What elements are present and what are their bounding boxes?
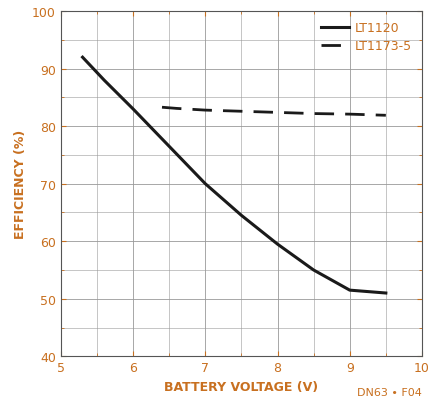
Y-axis label: EFFICIENCY (%): EFFICIENCY (%) <box>13 130 26 239</box>
LT1120 <box>310 268 316 273</box>
LT1173-5 <box>382 113 388 118</box>
LT1173-5 <box>310 112 316 117</box>
LT1173-5 <box>346 113 352 117</box>
LT1173-5 <box>274 111 279 115</box>
LT1120 <box>130 107 135 112</box>
LT1120 <box>166 145 171 149</box>
LT1120 <box>274 242 279 247</box>
LT1120 <box>102 79 107 83</box>
LT1120 <box>382 291 388 296</box>
LT1120 <box>346 288 352 293</box>
Line: LT1173-5: LT1173-5 <box>161 108 385 116</box>
Legend: LT1120, LT1173-5: LT1120, LT1173-5 <box>316 18 415 57</box>
LT1173-5 <box>238 110 243 115</box>
X-axis label: BATTERY VOLTAGE (V): BATTERY VOLTAGE (V) <box>164 380 318 393</box>
Line: LT1120: LT1120 <box>82 58 385 293</box>
LT1173-5 <box>202 109 207 113</box>
LT1120 <box>80 55 85 60</box>
LT1173-5 <box>174 107 179 111</box>
LT1120 <box>238 213 243 218</box>
Text: DN63 • F04: DN63 • F04 <box>356 387 421 397</box>
LT1173-5 <box>159 106 164 111</box>
LT1120 <box>202 182 207 187</box>
